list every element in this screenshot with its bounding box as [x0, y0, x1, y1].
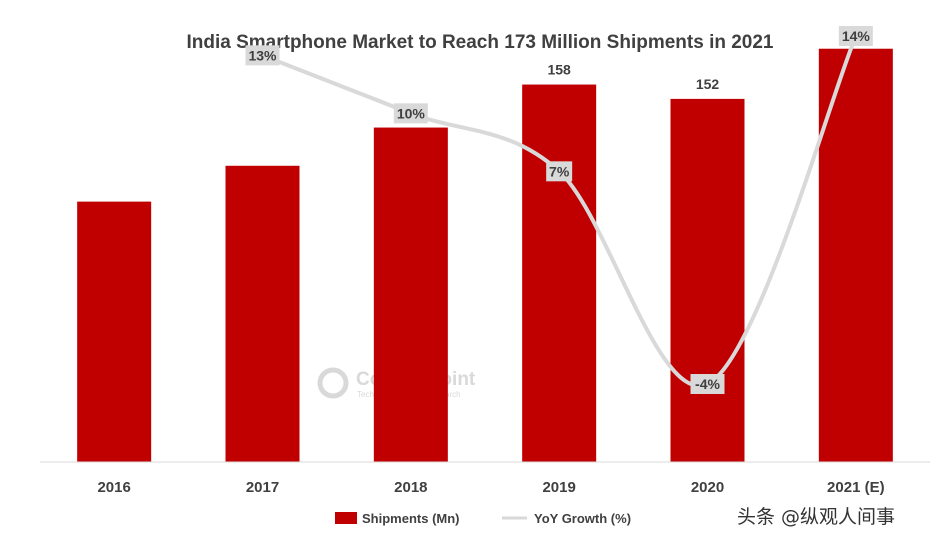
bar-value-label: 152	[696, 76, 720, 92]
bar-2020	[670, 98, 745, 462]
chart-title: India Smartphone Market to Reach 173 Mil…	[186, 32, 773, 53]
bar-value-label: 158	[547, 62, 571, 78]
bar-series: 158152173	[77, 26, 893, 463]
legend-swatch-shipments	[335, 512, 357, 524]
growth-value-label: 14%	[842, 28, 871, 44]
x-tick-label: 2020	[691, 479, 724, 496]
bar-2017	[225, 165, 300, 462]
credit-text: 头条 @纵观人间事	[737, 506, 895, 528]
x-tick-label: 2021 (E)	[827, 479, 885, 496]
growth-label-box	[690, 374, 725, 394]
growth-label-box	[245, 45, 280, 66]
bar-2018	[373, 127, 448, 463]
growth-value-label: 10%	[397, 105, 426, 121]
x-tick-label: 2018	[394, 479, 427, 496]
growth-label-box	[393, 103, 428, 124]
bar-2019	[522, 84, 597, 463]
growth-value-label: 13%	[248, 47, 277, 63]
legend-label-growth: YoY Growth (%)	[534, 511, 631, 526]
line-series: 13% 10% 7% -4% 14%	[245, 26, 873, 394]
x-tick-label: 2019	[542, 479, 575, 496]
legend: Shipments (Mn) YoY Growth (%)	[335, 511, 631, 526]
growth-line	[260, 34, 858, 388]
growth-value-label: -4%	[695, 376, 720, 392]
bar-2016	[77, 201, 152, 462]
growth-label-box	[838, 26, 873, 46]
x-tick-label: 2016	[97, 479, 130, 496]
growth-value-label: 7%	[549, 163, 570, 179]
growth-label-box	[546, 161, 573, 182]
x-axis-ticks: 2016 2017 2018 2019 2020 2021 (E)	[97, 479, 884, 496]
x-tick-label: 2017	[246, 479, 279, 496]
legend-label-shipments: Shipments (Mn)	[362, 511, 460, 526]
bar-2021 (E)	[818, 48, 893, 462]
watermark-logo-icon	[317, 367, 349, 399]
